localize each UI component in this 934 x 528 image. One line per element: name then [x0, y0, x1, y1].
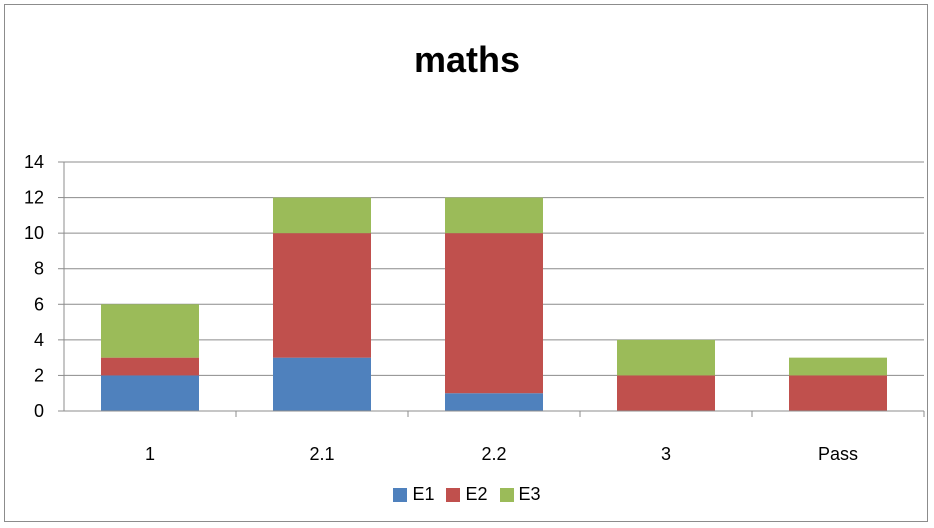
bar-e3-1 [101, 304, 199, 358]
bar-e2-3 [617, 375, 715, 411]
legend-label: E2 [465, 484, 488, 504]
bar-e1-1 [101, 375, 199, 411]
bar-e3-3 [617, 339, 715, 376]
y-tick-label: 14 [24, 152, 44, 172]
legend-label: E3 [518, 484, 541, 504]
y-tick-label: 10 [24, 223, 44, 243]
x-tick-label: Pass [818, 444, 858, 464]
legend-item-e1: E1 [393, 484, 434, 505]
y-tick-label: 0 [34, 401, 44, 421]
legend-item-e3: E3 [499, 484, 541, 505]
x-tick-label: 1 [145, 444, 155, 464]
legend-swatch [446, 487, 461, 502]
bar-e2-2-2 [445, 233, 543, 394]
legend-label: E1 [412, 484, 435, 504]
bar-e3-pass [789, 357, 887, 376]
y-tick-label: 6 [34, 294, 44, 314]
legend-swatch [499, 487, 514, 502]
bar-e3-2-2 [445, 197, 543, 234]
x-tick-label: 3 [661, 444, 671, 464]
y-tick-label: 4 [34, 330, 44, 350]
bar-e1-2-1 [273, 357, 371, 411]
x-tick-label: 2.1 [309, 444, 334, 464]
chart-legend: E1 E2 E3 [0, 484, 934, 505]
bar-e2-2-1 [273, 233, 371, 358]
y-tick-label: 2 [34, 365, 44, 385]
legend-swatch [393, 487, 408, 502]
y-tick-label: 8 [34, 259, 44, 279]
y-tick-label: 12 [24, 188, 44, 208]
bar-e1-2-2 [445, 393, 543, 411]
bar-e3-2-1 [273, 197, 371, 234]
chart-title: maths [413, 39, 521, 80]
bar-e2-1 [101, 357, 199, 376]
x-tick-label: 2.2 [481, 444, 506, 464]
bar-e2-pass [789, 375, 887, 411]
legend-item-e2: E2 [446, 484, 488, 505]
